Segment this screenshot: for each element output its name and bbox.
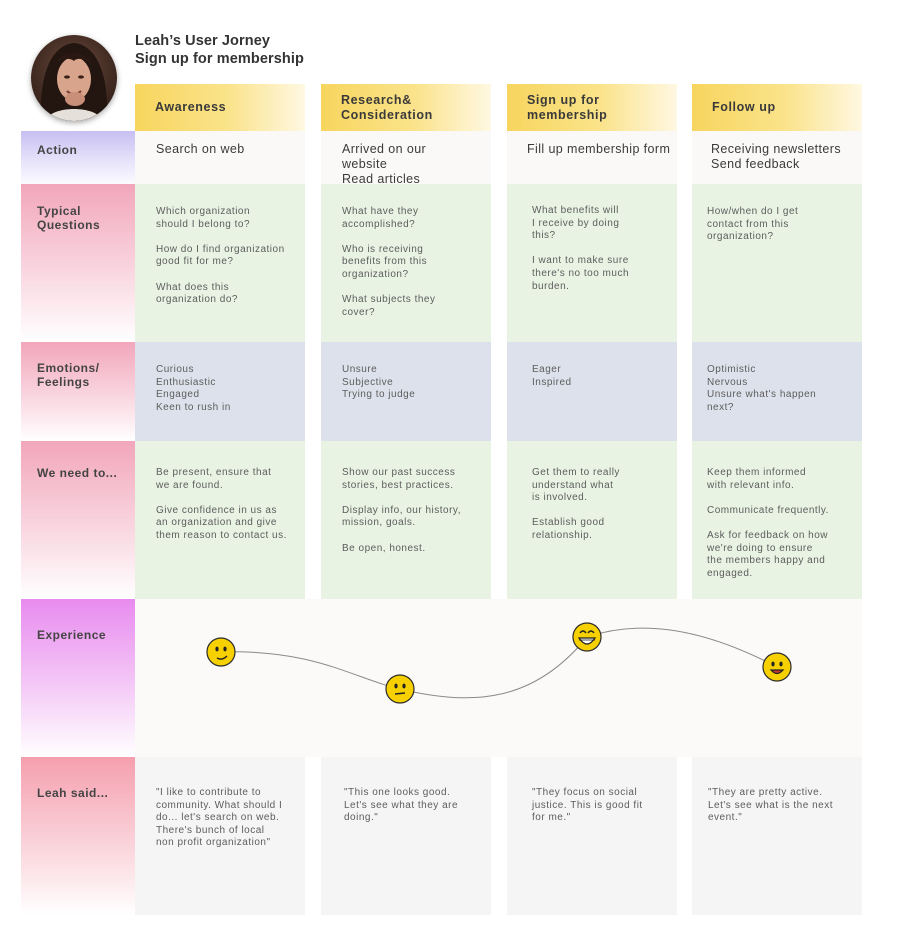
cell-needs-research: Show our past success stories, best prac… [321, 441, 491, 599]
cell-emotions-awareness: Curious Enthusiastic Engaged Keen to rus… [135, 342, 305, 441]
avatar [31, 35, 117, 121]
cell-action-awareness: Search on web [135, 131, 305, 184]
cell-said-research: "This one looks good. Let's see what the… [321, 757, 491, 915]
cell-questions-awareness: Which organization should I belong to? H… [135, 184, 305, 342]
stage-header-awareness: Awareness [135, 84, 305, 131]
emoji-very-happy-icon [572, 622, 602, 652]
cell-needs-awareness: Be present, ensure that we are found. Gi… [135, 441, 305, 599]
cell-questions-signup: What benefits will I receive by doing th… [507, 184, 677, 342]
emoji-happy-icon [762, 652, 792, 682]
cell-said-awareness: "I like to contribute to community. What… [135, 757, 305, 915]
cell-said-followup: "They are pretty active. Let's see what … [692, 757, 862, 915]
row-label-questions: Typical Questions [21, 184, 135, 342]
row-label-emotions: Emotions/ Feelings [21, 342, 135, 441]
experience-curve [206, 622, 792, 704]
row-label-experience: Experience [21, 599, 135, 757]
cell-said-signup: "They focus on social justice. This is g… [507, 757, 677, 915]
stage-header-signup: Sign up for membership [507, 84, 677, 131]
emoji-content-icon [206, 637, 236, 667]
row-label-action: Action [21, 131, 135, 184]
cell-action-followup: Receiving newsletters Send feedback [692, 131, 862, 184]
emoji-neutral-icon [385, 674, 415, 704]
cell-questions-research: What have they accomplished? Who is rece… [321, 184, 491, 342]
row-label-said: Leah said... [21, 757, 135, 915]
row-label-needs: We need to... [21, 441, 135, 599]
cell-action-signup: Fill up membership form [507, 131, 677, 184]
journey-title: Leah’s User Jorney [135, 33, 271, 49]
cell-needs-signup: Get them to really understand what is in… [507, 441, 677, 599]
journey-subtitle: Sign up for membership [135, 51, 304, 67]
cell-action-research: Arrived on our website Read articles [321, 131, 491, 186]
stage-header-followup: Follow up [692, 84, 862, 131]
cell-emotions-followup: Optimistic Nervous Unsure what's happen … [692, 342, 862, 441]
cell-questions-followup: How/when do I get contact from this orga… [692, 184, 862, 342]
experience-line [220, 627, 778, 699]
cell-emotions-signup: Eager Inspired [507, 342, 677, 441]
stage-header-research: Research& Consideration [321, 84, 491, 131]
cell-needs-followup: Keep them informed with relevant info. C… [692, 441, 862, 599]
cell-emotions-research: Unsure Subjective Trying to judge [321, 342, 491, 441]
experience-panel [135, 599, 862, 757]
